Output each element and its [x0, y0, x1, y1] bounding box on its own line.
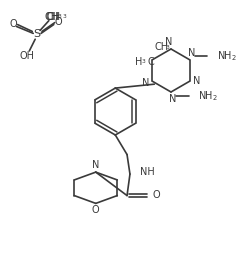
Text: NH$_2$: NH$_2$: [198, 89, 218, 103]
Text: O: O: [10, 19, 18, 29]
Text: $_3$: $_3$: [165, 43, 170, 52]
Text: O: O: [55, 17, 62, 27]
Text: H: H: [135, 57, 142, 67]
Text: O: O: [152, 190, 160, 200]
Text: CH: CH: [154, 42, 168, 52]
Text: OH: OH: [20, 51, 35, 61]
Text: N: N: [165, 37, 173, 47]
Text: O: O: [92, 205, 100, 215]
Text: NH: NH: [140, 167, 155, 177]
Text: $_3$: $_3$: [57, 12, 62, 21]
Text: N: N: [188, 48, 195, 58]
Text: CH: CH: [44, 12, 59, 22]
Text: NH$_2$: NH$_2$: [217, 49, 237, 63]
Text: CH: CH: [47, 12, 61, 22]
Text: C: C: [148, 57, 154, 67]
Text: N: N: [169, 94, 177, 104]
Text: $_3$: $_3$: [141, 57, 146, 66]
Text: CH: CH: [46, 12, 60, 22]
Text: S: S: [34, 29, 41, 39]
Text: N: N: [92, 160, 99, 170]
Text: N: N: [193, 76, 200, 86]
Text: N: N: [142, 78, 149, 88]
Text: $_3$: $_3$: [62, 12, 67, 21]
